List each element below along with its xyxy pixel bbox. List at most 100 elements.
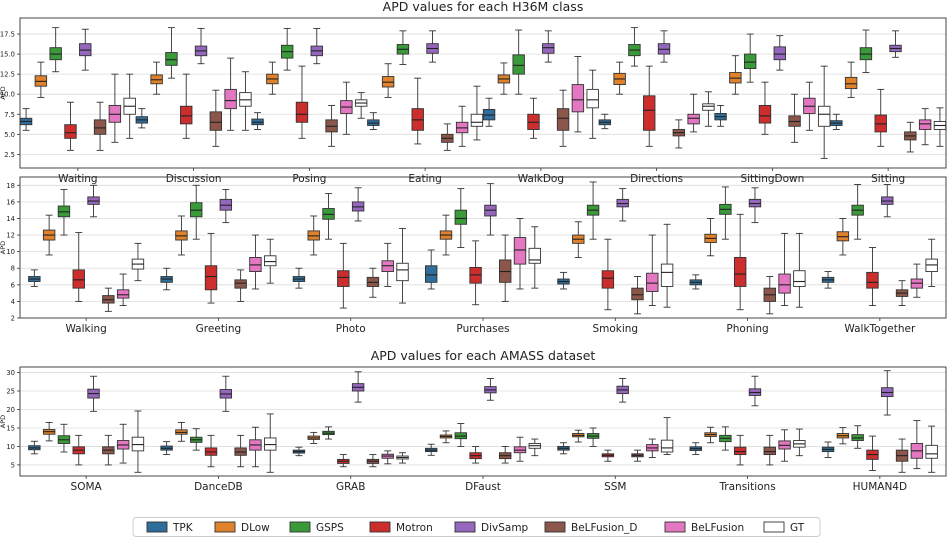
iqr-box	[687, 113, 700, 125]
box-human4d-belfusion-d	[895, 438, 909, 473]
box-soma-motron	[72, 434, 85, 466]
box-directions-gsps	[628, 27, 641, 67]
box-purchases-gsps	[454, 188, 467, 248]
legend-entry-motron: Motron	[369, 521, 433, 534]
box-greeting-tpk	[160, 267, 173, 291]
box-transitions-gsps	[719, 426, 732, 451]
y-axis-label-amass: APD	[0, 415, 7, 428]
iqr-box	[165, 52, 178, 66]
box-smoking-dlow	[572, 221, 585, 258]
box-walkdog-divsamp	[542, 30, 555, 63]
box-walktogether-gt	[925, 238, 938, 287]
y-tick-label: 30	[6, 369, 15, 377]
box-transitions-dlow	[704, 426, 717, 444]
box-sitting-belfusion	[918, 108, 932, 146]
box-dancedb-tpk	[160, 441, 173, 456]
box-sitting-belfusion-d	[904, 121, 917, 153]
y-tick-label: 12	[6, 232, 15, 240]
box-directions-tpk	[598, 113, 612, 130]
box-waiting-tpk	[19, 108, 33, 131]
box-waiting-gt	[123, 73, 136, 139]
iqr-box	[425, 265, 438, 283]
legend-swatch	[369, 521, 391, 533]
box-walkdog-gt	[586, 69, 599, 139]
iqr-box	[763, 446, 776, 456]
box-soma-belfusion	[116, 423, 130, 464]
box-waiting-divsamp	[79, 28, 92, 71]
legend-entry-tpk: TPK	[146, 521, 194, 534]
box-walktogether-dlow	[836, 218, 850, 256]
box-waiting-belfusion-d	[93, 101, 107, 151]
chart-title-h36m-1: APD values for each H36M class	[383, 0, 584, 14]
box-eating-motron	[411, 77, 424, 145]
iqr-box	[817, 105, 831, 127]
iqr-box	[733, 257, 747, 287]
iqr-box	[396, 262, 409, 282]
iqr-box	[116, 289, 130, 299]
y-tick-label: 15.0	[0, 51, 15, 59]
box-greeting-belfusion-d	[234, 269, 247, 302]
x-tick-label-sittingdown: SittingDown	[740, 173, 804, 185]
box-posing-gsps	[280, 27, 294, 71]
iqr-box	[180, 105, 193, 125]
plot-frame-amass	[19, 366, 947, 477]
box-human4d-gsps	[851, 425, 864, 449]
box-walktogether-motron	[866, 247, 879, 307]
y-tick-label: 17.5	[0, 31, 15, 39]
box-soma-dlow	[42, 421, 56, 442]
iqr-box	[918, 119, 932, 130]
box-transitions-divsamp	[748, 375, 762, 407]
box-sittingdown-divsamp	[773, 35, 786, 71]
box-purchases-tpk	[425, 249, 438, 290]
legend-label: Motron	[396, 522, 433, 534]
box-discussion-dlow	[150, 61, 163, 95]
box-photo-divsamp	[351, 187, 365, 222]
box-walktogether-belfusion-d	[895, 280, 909, 307]
box-greeting-motron	[204, 232, 218, 304]
box-dancedb-dlow	[175, 421, 188, 442]
iqr-box	[773, 46, 786, 61]
box-purchases-belfusion	[513, 218, 527, 290]
box-soma-tpk	[28, 440, 41, 455]
iqr-box	[660, 263, 674, 287]
box-transitions-belfusion	[778, 429, 791, 462]
legend-entry-belfusion-d: BeLFusion_D	[544, 521, 637, 534]
y-tick-label: 20	[6, 406, 15, 414]
legend-swatch	[664, 521, 686, 533]
box-smoking-belfusion	[646, 234, 659, 307]
y-tick-label: 4	[11, 298, 15, 306]
box-smoking-tpk	[557, 271, 570, 290]
box-grab-tpk	[292, 446, 306, 457]
box-phoning-gsps	[719, 186, 732, 240]
box-transitions-tpk	[689, 442, 702, 456]
iqr-box	[72, 269, 85, 289]
x-tick-label-waiting: Waiting	[58, 173, 97, 185]
box-eating-gt	[470, 85, 484, 141]
legend-entry-gt: GT	[763, 521, 805, 534]
x-tick-label-walkdog: WalkDog	[518, 173, 564, 185]
iqr-box	[224, 88, 237, 110]
iqr-box	[513, 237, 527, 265]
box-walkdog-tpk	[482, 97, 496, 127]
box-discussion-belfusion-d	[209, 89, 223, 147]
box-sitting-gt	[933, 107, 947, 147]
box-eating-dlow	[381, 63, 395, 98]
iqr-box	[337, 270, 350, 287]
x-tick-label-walktogether: WalkTogether	[844, 323, 916, 335]
box-sittingdown-gsps	[743, 33, 757, 83]
legend-entry-belfusion: BeLFusion	[664, 521, 744, 534]
box-sitting-dlow	[844, 61, 858, 98]
x-tick-label-sitting: Sitting	[871, 173, 905, 185]
box-human4d-belfusion	[910, 420, 924, 470]
box-posing-dlow	[266, 61, 279, 95]
x-tick-label-walking: Walking	[65, 323, 106, 335]
y-axis-label-h36m-2: APD	[0, 241, 7, 254]
legend-label: BeLFusion_D	[571, 522, 637, 534]
box-sittingdown-dlow	[729, 55, 742, 95]
x-tick-label-posing: Posing	[292, 173, 326, 185]
iqr-box	[295, 101, 309, 123]
box-walktogether-divsamp	[881, 184, 894, 218]
x-tick-label-grab: GRAB	[336, 481, 365, 493]
box-walkdog-motron	[527, 97, 540, 139]
box-photo-dlow	[307, 215, 320, 256]
